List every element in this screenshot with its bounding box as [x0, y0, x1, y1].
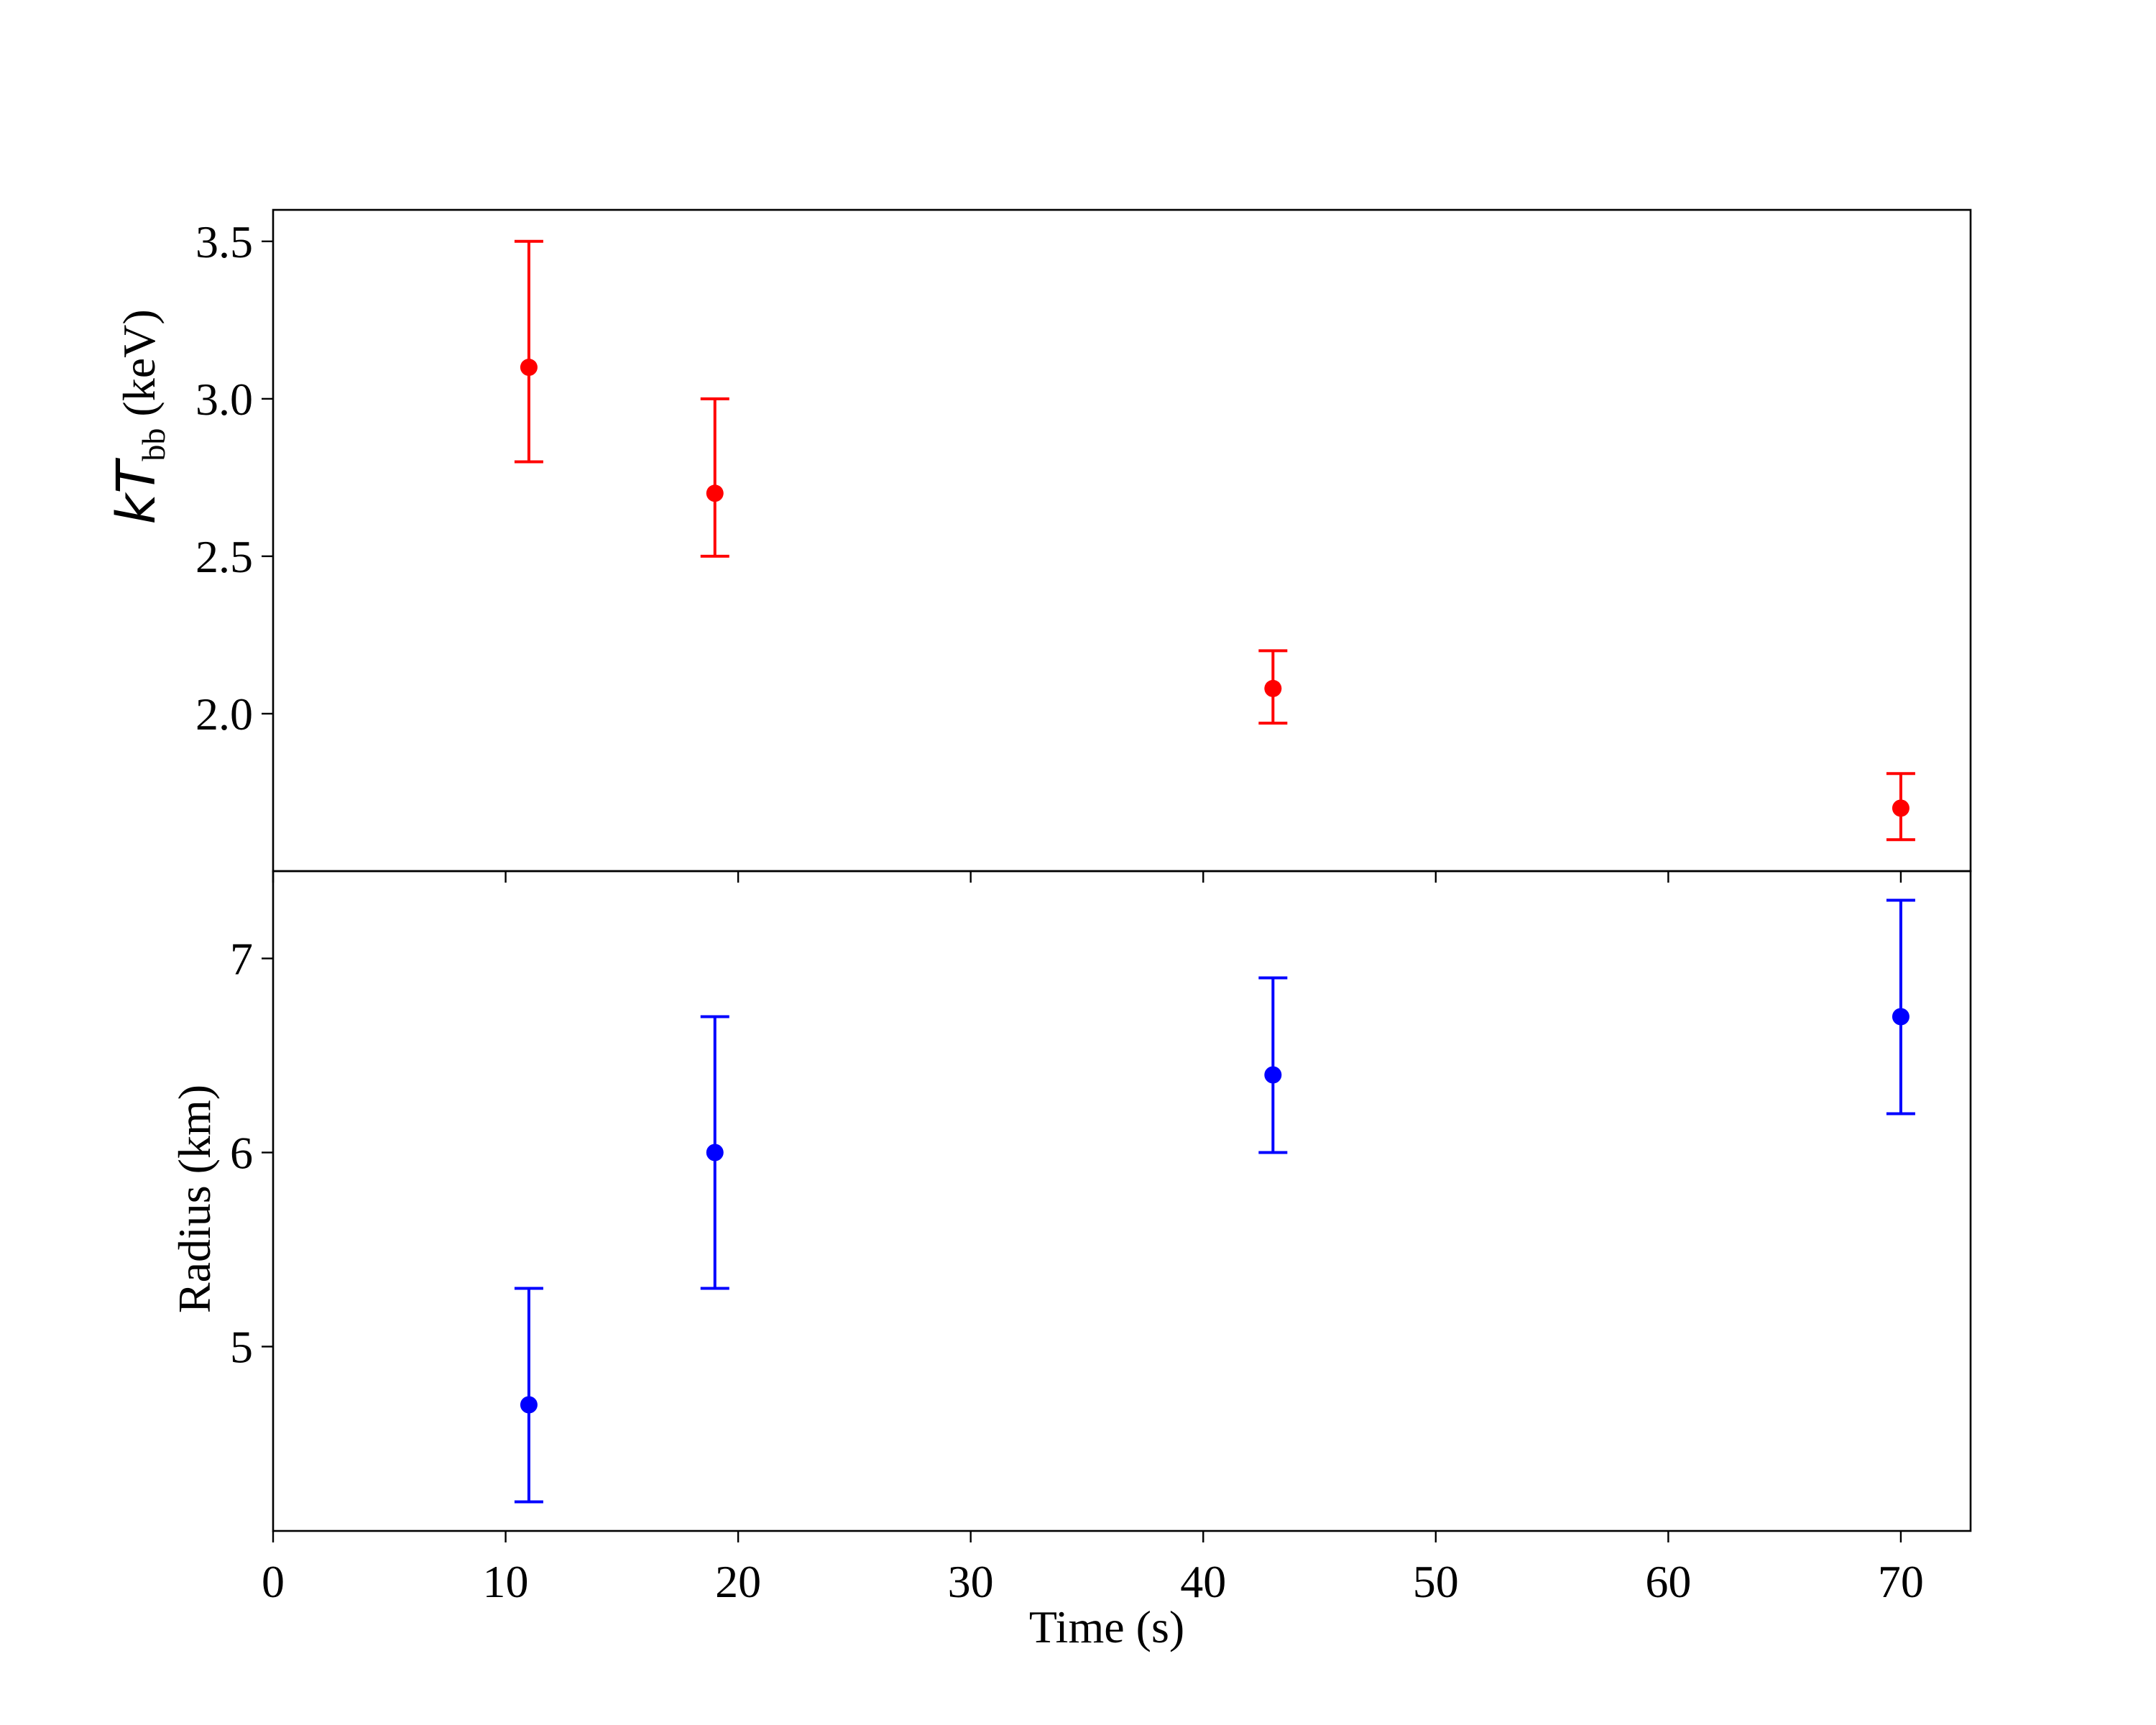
y-tick-label: 7	[230, 934, 253, 985]
ylabel-subscript: bb	[135, 428, 172, 461]
x-tick-label: 40	[1180, 1556, 1226, 1607]
x-tick-label: 0	[262, 1556, 285, 1607]
marker	[520, 1396, 538, 1414]
marker	[706, 1144, 724, 1162]
marker	[706, 484, 724, 502]
data-point	[514, 239, 543, 464]
data-point	[514, 1287, 543, 1504]
plot-frame	[272, 870, 1972, 1532]
ylabel-italic: T	[106, 457, 167, 494]
y-tick-label: 6	[230, 1128, 253, 1179]
y-tick-label: 2.5	[195, 531, 253, 582]
marker	[1264, 679, 1282, 697]
x-tick-label: 10	[483, 1556, 529, 1607]
data-point	[700, 1015, 729, 1290]
y-tick-label: 2.0	[195, 689, 253, 740]
marker	[1892, 1008, 1909, 1026]
top-panel: 2.0 2.5 3.0 3.5	[195, 208, 1972, 883]
ylabel-prefix: k	[106, 492, 167, 525]
data-point	[1886, 772, 1915, 842]
x-tick-label: 20	[715, 1556, 761, 1607]
x-tick-label: 70	[1878, 1556, 1924, 1607]
data-point	[1258, 976, 1288, 1154]
data-point	[1886, 898, 1915, 1116]
bottom-y-axis-label: Radius (km)	[169, 1085, 220, 1313]
y-tick-label: 3.0	[195, 374, 253, 425]
x-axis-label: Time (s)	[1029, 1601, 1184, 1652]
data-point	[700, 397, 729, 558]
y-tick-label: 5	[230, 1322, 253, 1373]
data-point	[1258, 649, 1288, 725]
x-tick-label: 60	[1645, 1556, 1691, 1607]
marker	[1892, 799, 1909, 817]
y-tick-label: 3.5	[195, 216, 253, 267]
x-tick-label: 30	[948, 1556, 994, 1607]
marker	[1264, 1066, 1282, 1084]
ylabel-suffix: (keV)	[114, 309, 165, 428]
top-y-axis-label: kTbb (keV)	[106, 309, 172, 524]
x-tick-label: 50	[1413, 1556, 1459, 1607]
marker	[520, 359, 538, 377]
